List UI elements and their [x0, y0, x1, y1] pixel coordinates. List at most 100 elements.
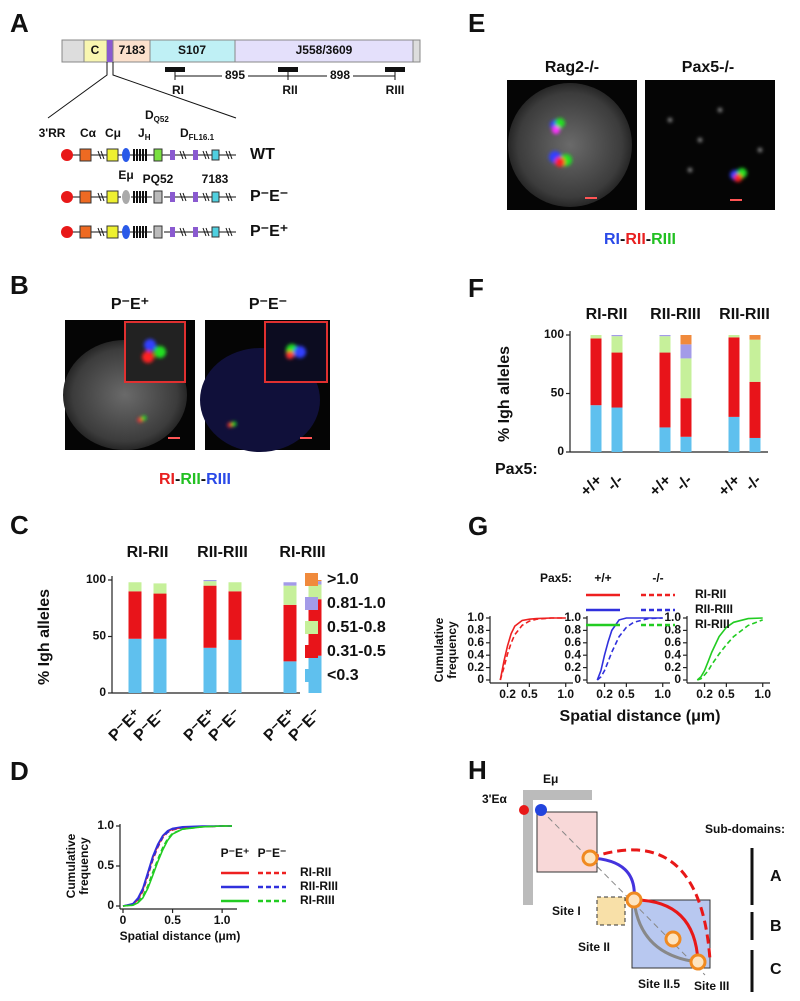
bar-segment	[749, 437, 761, 452]
x-tick-label: 0.2	[696, 687, 713, 701]
bar-segment	[153, 593, 167, 639]
legend-title: Pax5:	[540, 571, 572, 585]
y-tick-label: 0	[99, 685, 106, 699]
element-label: D	[145, 108, 154, 122]
panel-label: F	[468, 273, 484, 303]
y-tick-label: 0.8	[467, 623, 484, 637]
bar-segment	[680, 358, 692, 399]
bar-segment	[590, 338, 602, 406]
legend-header: -/-	[652, 571, 663, 585]
probe-separator: -	[620, 231, 625, 248]
probe-label: RII	[282, 83, 297, 97]
genotype-label: Pax5-/-	[682, 59, 734, 76]
probe-text: RIII	[206, 471, 231, 488]
subdomain-label: A	[770, 868, 782, 885]
group-label: RI-RIII	[279, 544, 325, 561]
legend-header: P⁻E⁻	[258, 846, 287, 860]
panel-label: A	[10, 8, 29, 38]
bar-segment	[728, 335, 740, 338]
bar-segment	[128, 591, 142, 639]
panel-label: H	[468, 755, 487, 785]
x-tick-label: 0.2	[499, 687, 516, 701]
bar-segment	[611, 407, 623, 452]
bar-segment	[128, 638, 142, 693]
y-axis-label: % Igh alleles	[36, 589, 53, 685]
y-tick-label: 0	[574, 672, 581, 686]
x-tick-label: 0.2	[596, 687, 613, 701]
line	[499, 617, 566, 681]
y-tick-label: 0.2	[467, 660, 484, 674]
x-tick-label: 1.0	[654, 687, 671, 701]
y-tick-label: 0	[557, 444, 564, 458]
y-tick-label: 0	[477, 672, 484, 686]
microscopy-b: P⁻E⁺ P⁻E⁻ RI-RII-RIII	[63, 296, 330, 488]
element-subscript: H	[145, 133, 151, 142]
x-tick-label: -/-	[742, 472, 765, 495]
line-dashed	[596, 617, 663, 681]
bar-segment	[283, 604, 297, 662]
legend-label: RII-RIII	[300, 879, 338, 893]
allele-label: P⁻E⁺	[250, 223, 288, 240]
line-dashed	[697, 619, 763, 681]
distance-label: 898	[330, 68, 350, 82]
bar-segment	[283, 661, 297, 693]
element-subscript: FL16.1	[189, 133, 215, 142]
y-tick-label: 1.0	[664, 610, 681, 624]
y-tick-label: 0.2	[664, 660, 681, 674]
x-tick-label: 0	[120, 913, 127, 927]
model-diagram: 3'Eα Eμ Sub-domains: A B C Site I Site I…	[482, 772, 785, 993]
group-label: RII-RIII	[650, 306, 701, 323]
x-tick-label: 0.5	[164, 913, 181, 927]
probe-separator: -	[175, 471, 180, 488]
x-tick-label: 1.0	[214, 913, 231, 927]
x-tick-label: 1.0	[557, 687, 574, 701]
bar-segment	[659, 336, 671, 353]
element-label: Cμ	[105, 126, 121, 140]
subdomain-label: C	[770, 961, 782, 978]
y-axis-label: frequency	[445, 621, 459, 679]
bar-segment	[590, 405, 602, 452]
locus-map: C 7183 S107 J558/3609 895 898 RI RII RII…	[47, 39, 421, 119]
x-tick-label: +/+	[715, 472, 743, 500]
legend-label: 0.31-0.5	[327, 643, 386, 660]
bar-segment	[680, 344, 692, 359]
allele-label: WT	[250, 146, 275, 163]
condition-label: P⁻E⁺	[111, 296, 149, 313]
probe-text: RIII	[651, 231, 676, 248]
bar-segment	[128, 582, 142, 592]
allele-label: P⁻E⁻	[250, 188, 288, 205]
line	[696, 617, 763, 681]
allele-diagram: 3'RR Cα Cμ JH DQ52 DFL16.1 Eμ PQ52 7183 …	[39, 108, 289, 240]
probe-label: RI	[172, 83, 184, 97]
deletion-label: Eμ	[118, 168, 133, 182]
bar-segment	[203, 581, 217, 586]
panel-label: C	[10, 510, 29, 540]
probe-legend: RI-RII-RIII	[604, 231, 676, 248]
bar-segment	[153, 638, 167, 693]
y-tick-label: 1.0	[97, 818, 114, 832]
y-axis-label: Cumulative	[64, 833, 78, 898]
element-subscript: Q52	[154, 115, 170, 124]
probe-text: RI	[159, 471, 175, 488]
line-dashed	[499, 617, 566, 681]
y-axis-label: frequency	[77, 837, 91, 895]
element-label: D	[180, 126, 189, 140]
y-tick-label: 0.4	[664, 647, 681, 661]
bar-segment	[283, 585, 297, 605]
genotype-label: Rag2-/-	[545, 59, 599, 76]
bar-segment	[659, 352, 671, 428]
microscopy-e: Rag2-/- Pax5-/- RI-RII-RIII	[507, 59, 775, 248]
panel-label: G	[468, 511, 488, 541]
y-tick-label: 0.6	[564, 635, 581, 649]
y-tick-label: 50	[93, 629, 107, 643]
x-tick-label: 0.5	[718, 687, 735, 701]
legend-label: <0.3	[327, 667, 359, 684]
y-tick-label: 100	[544, 327, 564, 341]
bar-segment	[611, 352, 623, 408]
panel-label: B	[10, 270, 29, 300]
site-label: Site II.5	[638, 977, 680, 991]
bar-segment	[203, 585, 217, 648]
element-label: 3'RR	[39, 126, 66, 140]
bar-segment	[728, 416, 740, 452]
